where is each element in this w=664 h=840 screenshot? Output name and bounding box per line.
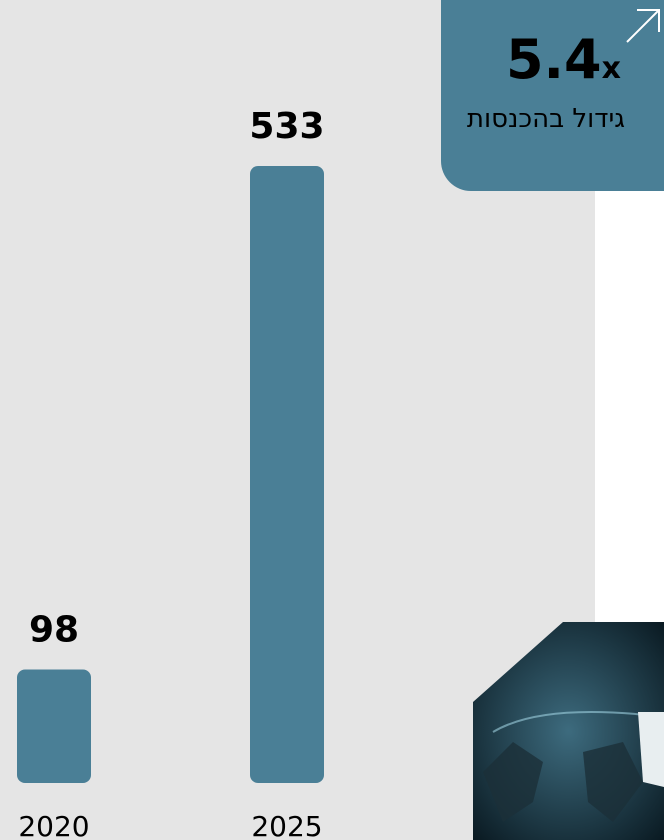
arrow-icon	[626, 9, 660, 43]
highlight-unit: x	[601, 51, 621, 86]
photo	[473, 622, 664, 840]
value-label: 533	[249, 106, 324, 147]
value-label: 98	[29, 610, 79, 651]
bar	[17, 669, 91, 783]
highlight-value: 5.4	[505, 28, 602, 91]
highlight-figure: 5.4x	[506, 28, 621, 91]
highlight-label: גידול בהכנסות	[466, 104, 625, 134]
x-tick-label: 2020	[18, 810, 89, 840]
x-tick-label: 2025	[251, 810, 322, 840]
highlight-card: 5.4x גידול בהכנסות	[441, 0, 664, 191]
bar	[250, 166, 324, 783]
chart: 98 2020 533 2025	[17, 106, 325, 840]
